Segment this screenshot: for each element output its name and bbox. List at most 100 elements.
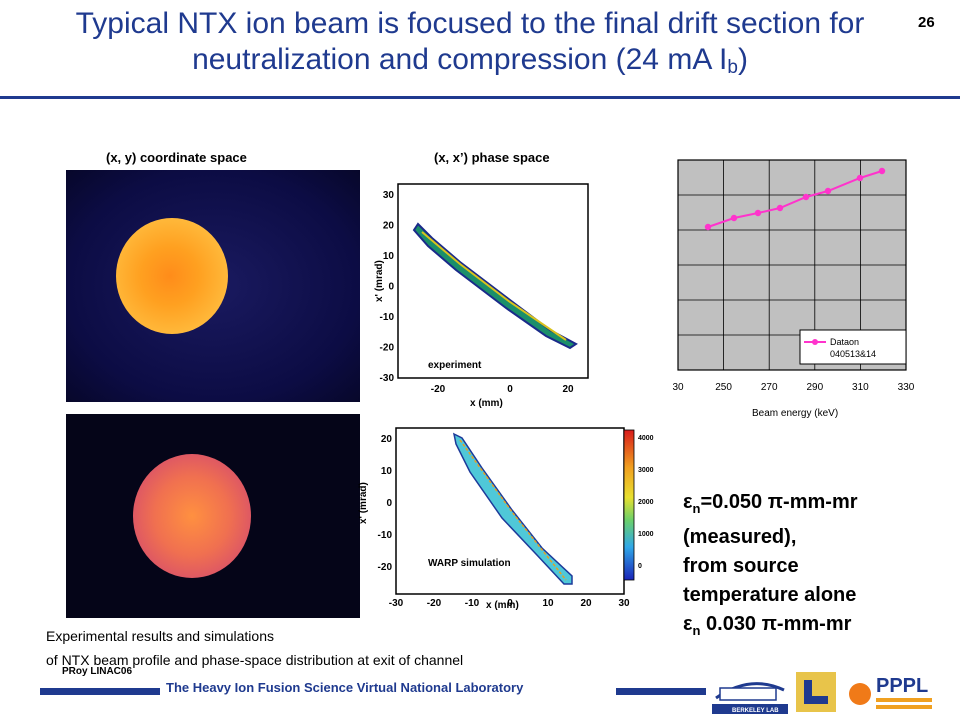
epsilon-symbol-2: ε — [683, 613, 693, 635]
experiment-y-ticks: 30 20 10 0 -10 -20 -30 — [380, 190, 395, 384]
experiment-y-axis-label: x' (mrad) — [374, 260, 385, 302]
emittance-source-value: 0.030 π-mm-mr — [700, 613, 852, 635]
energy-legend-sub: 040513&14 — [830, 349, 876, 359]
pppl-subline-1 — [876, 698, 932, 702]
berkeley-label-bar — [712, 704, 788, 714]
pppl-logo: PPPL — [849, 675, 932, 709]
title-main: Typical NTX ion beam is focused to the f… — [75, 7, 865, 76]
energy-data-point — [824, 187, 832, 195]
title-subscript: b — [727, 57, 738, 78]
energy-x-tick: 330 — [898, 382, 915, 393]
pppl-subline-2 — [876, 705, 932, 709]
pppl-label: PPPL — [876, 675, 928, 697]
title-rule — [0, 96, 960, 99]
author-tag: PRoy LINAC06 — [62, 666, 133, 677]
beam-profile-experiment-image — [66, 170, 360, 402]
experiment-x-tick: 0 — [507, 384, 513, 395]
energy-plot: Dataon 040513&14 30 250 270 290 310 330 Beam … — [672, 159, 915, 419]
energy-series-line — [707, 170, 883, 228]
caption: Experimental results and simulations of … — [46, 624, 463, 672]
simulation-y-tick: 0 — [386, 498, 392, 509]
energy-legend-box — [799, 329, 907, 365]
berkeley-lab-logo: BERKELEY LAB — [712, 682, 788, 714]
energy-data-point — [856, 174, 864, 182]
energy-data-point — [704, 223, 712, 231]
colorbar-tick: 4000 — [638, 435, 654, 442]
llnl-logo — [796, 672, 836, 712]
warp-label: WARP simulation — [428, 558, 511, 569]
experiment-y-tick: -10 — [380, 312, 395, 323]
energy-x-axis-label: Beam energy (keV) — [752, 408, 838, 419]
experiment-label: experiment — [428, 360, 482, 371]
simulation-x-ticks: -30 -20 -10 0 10 20 30 — [389, 598, 630, 609]
energy-data-point — [776, 204, 784, 212]
simulation-x-tick: 10 — [542, 598, 554, 609]
energy-data-point — [730, 214, 738, 222]
simulation-y-axis-label: x' (mrad) — [358, 482, 369, 524]
energy-series-points — [704, 167, 886, 231]
experiment-y-tick: 0 — [388, 282, 394, 293]
emittance-line-1: εn=0.050 π-mm-mr — [683, 488, 858, 523]
beam-spot — [116, 218, 228, 334]
simulation-phase-distribution — [452, 432, 573, 585]
colorbar-tick: 3000 — [638, 467, 654, 474]
energy-legend-series: Dataon — [830, 337, 859, 347]
experiment-x-tick: 20 — [562, 384, 574, 395]
epsilon-subscript: n — [692, 501, 701, 516]
emittance-measured-value: =0.050 π-mm-mr — [700, 491, 858, 513]
energy-legend-marker — [812, 339, 818, 345]
emittance-line-5: εn 0.030 π-mm-mr — [683, 610, 858, 645]
emittance-line-2: (measured), — [683, 526, 797, 548]
emittance-line-3: from source — [683, 555, 799, 577]
experiment-plot-frame — [397, 183, 589, 379]
berkeley-building — [719, 687, 777, 701]
simulation-y-ticks: 20 10 0 -10 -20 — [378, 434, 393, 573]
simulation-x-axis-label: x (mm) — [486, 600, 519, 611]
energy-x-tick: 290 — [806, 382, 823, 393]
berkeley-label: BERKELEY LAB — [732, 708, 779, 714]
colorbar-tick: 0 — [638, 563, 642, 570]
experiment-x-ticks: -20 0 20 — [431, 384, 574, 395]
slide-title: Typical NTX ion beam is focused to the f… — [30, 6, 910, 86]
experiment-x-tick: -20 — [431, 384, 446, 395]
energy-x-tick: 310 — [852, 382, 869, 393]
footer-bar-left — [40, 688, 160, 695]
energy-x-tick: 270 — [761, 382, 778, 393]
energy-x-tick: 250 — [715, 382, 732, 393]
simulation-x-tick: -20 — [427, 598, 442, 609]
simulation-y-tick: -10 — [378, 530, 393, 541]
simulated-beam-spot — [133, 454, 251, 578]
experiment-y-tick: -20 — [380, 343, 395, 354]
simulation-x-tick: -10 — [465, 598, 480, 609]
experiment-phase-core — [421, 231, 567, 341]
colorbar-ticks: 4000 3000 2000 1000 0 — [638, 435, 654, 570]
emittance-notes: εn=0.050 π-mm-mr (measured), from source… — [683, 488, 858, 645]
colorbar-tick: 1000 — [638, 531, 654, 538]
llnl-logo-bg — [796, 672, 836, 712]
caption-line-1: Experimental results and simulations — [46, 628, 274, 644]
colorbar-tick: 2000 — [638, 499, 654, 506]
experiment-x-axis-label: x (mm) — [470, 398, 503, 409]
experiment-y-tick: 20 — [383, 221, 395, 232]
title-close: ) — [737, 43, 748, 76]
energy-x-tick: 30 — [672, 382, 684, 393]
experiment-y-tick: 10 — [383, 251, 395, 262]
simulation-y-tick: 20 — [381, 434, 393, 445]
simulation-x-tick: 0 — [507, 598, 513, 609]
xy-panel-label: (x, y) coordinate space — [106, 150, 247, 165]
simulation-phase-plot: WARP simulation 20 10 0 -10 -20 -30 -20 -10 0 10… — [358, 427, 654, 611]
energy-data-point — [802, 193, 810, 201]
footer-bar-right — [616, 688, 706, 695]
emittance-line-4: temperature alone — [683, 584, 857, 606]
colorbar — [623, 429, 635, 581]
caption-line-2: of NTX beam profile and phase-space dist… — [46, 652, 464, 668]
simulation-y-tick: 10 — [381, 466, 393, 477]
simulation-x-tick: -30 — [389, 598, 404, 609]
llnl-logo-mark — [804, 680, 828, 704]
xxp-panel-label: (x, x’) phase space — [434, 150, 550, 165]
pppl-sun-icon — [849, 683, 871, 705]
simulation-y-tick: -20 — [378, 562, 393, 573]
beam-profile-simulation-image — [66, 414, 360, 618]
slide-number: 26 — [918, 14, 935, 31]
simulation-x-tick: 20 — [580, 598, 592, 609]
